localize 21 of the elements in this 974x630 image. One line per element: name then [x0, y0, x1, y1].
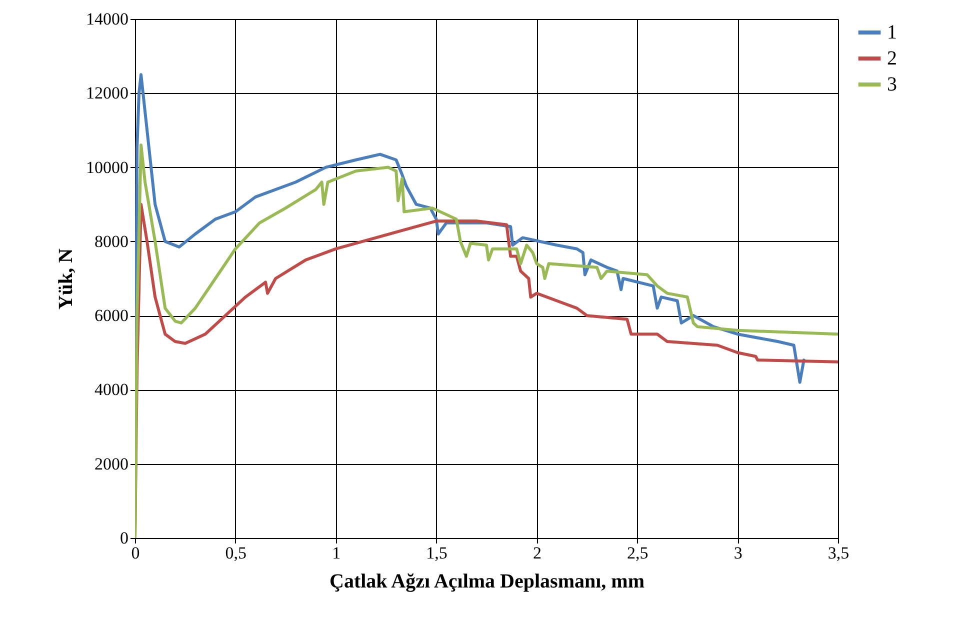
y-tick-label: 10000: [86, 158, 128, 177]
x-tick-label: 0: [131, 544, 140, 562]
x-tick-label: 1: [332, 544, 341, 562]
x-tick-label: 0,5: [225, 544, 247, 562]
x-tick-label: 3,5: [828, 544, 850, 562]
y-tick-label: 12000: [86, 84, 128, 103]
x-axis-title: Çatlak Ağzı Açılma Deplasmanı, mm: [330, 570, 645, 592]
y-tick-label: 4000: [94, 380, 128, 400]
y-axis-title: Yük, N: [55, 248, 77, 310]
y-tick-label: 14000: [86, 10, 128, 28]
x-tick-label: 1,5: [426, 544, 448, 562]
legend-label: 1: [887, 22, 897, 44]
x-tick-label: 2: [532, 544, 542, 562]
y-tick-label: 0: [120, 528, 128, 548]
legend-label: 2: [887, 48, 897, 70]
y-tick-label: 6000: [94, 306, 128, 326]
y-tick-label: 2000: [94, 454, 128, 474]
legend-label: 3: [887, 74, 897, 96]
x-tick-label: 3: [734, 544, 742, 562]
x-tick-label: 2,5: [627, 544, 648, 562]
y-tick-label: 8000: [94, 232, 128, 251]
